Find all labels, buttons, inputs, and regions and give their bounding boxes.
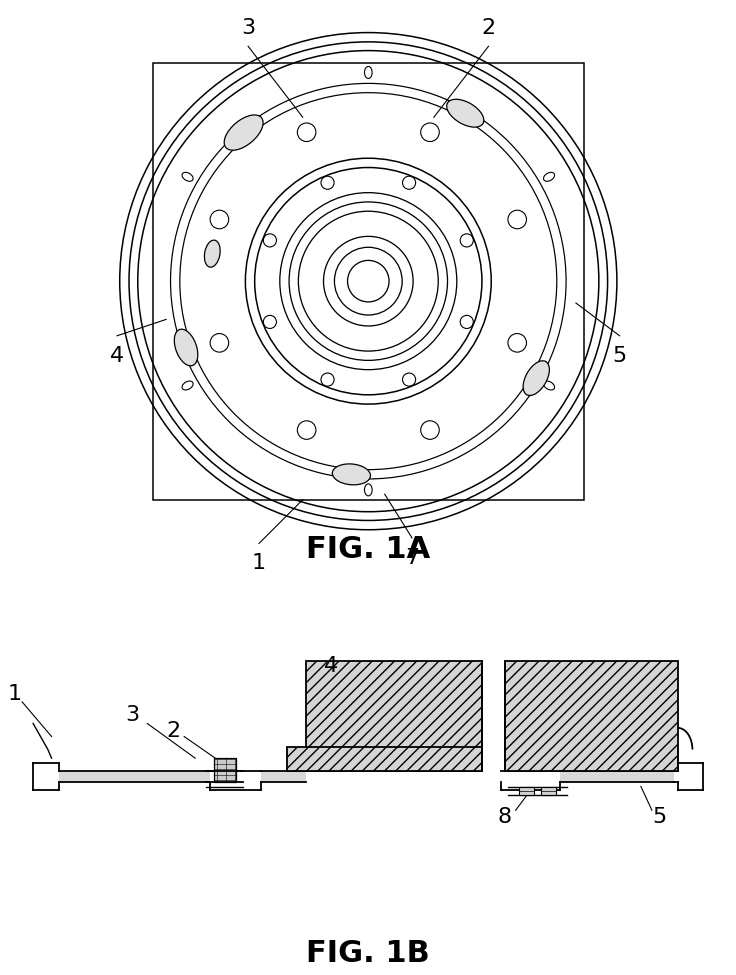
Text: 3: 3 [241, 18, 255, 38]
Ellipse shape [332, 464, 370, 486]
Text: 4: 4 [324, 655, 339, 675]
Bar [261, 771, 305, 782]
Bar [504, 661, 677, 771]
Ellipse shape [204, 241, 220, 267]
Text: 2: 2 [166, 721, 180, 740]
Bar [213, 759, 236, 782]
Text: 5: 5 [612, 345, 626, 366]
Bar [559, 771, 673, 782]
Ellipse shape [174, 330, 198, 367]
Bar [541, 788, 556, 796]
Text: 3: 3 [125, 705, 140, 725]
Text: 4: 4 [110, 345, 124, 366]
Text: FIG. 1A: FIG. 1A [306, 534, 430, 564]
Ellipse shape [523, 361, 549, 396]
Text: 8: 8 [497, 807, 512, 827]
Bar [519, 788, 534, 796]
Bar [287, 748, 482, 771]
Bar [152, 63, 584, 500]
Text: FIG. 1B: FIG. 1B [306, 939, 430, 968]
Text: 2: 2 [481, 18, 495, 38]
Text: 1: 1 [252, 553, 266, 572]
Text: 5: 5 [651, 807, 666, 827]
Ellipse shape [224, 115, 263, 151]
Ellipse shape [446, 99, 484, 128]
Text: 1: 1 [7, 683, 22, 703]
Bar [59, 771, 210, 782]
Text: 7: 7 [405, 547, 419, 567]
Bar [305, 661, 482, 771]
